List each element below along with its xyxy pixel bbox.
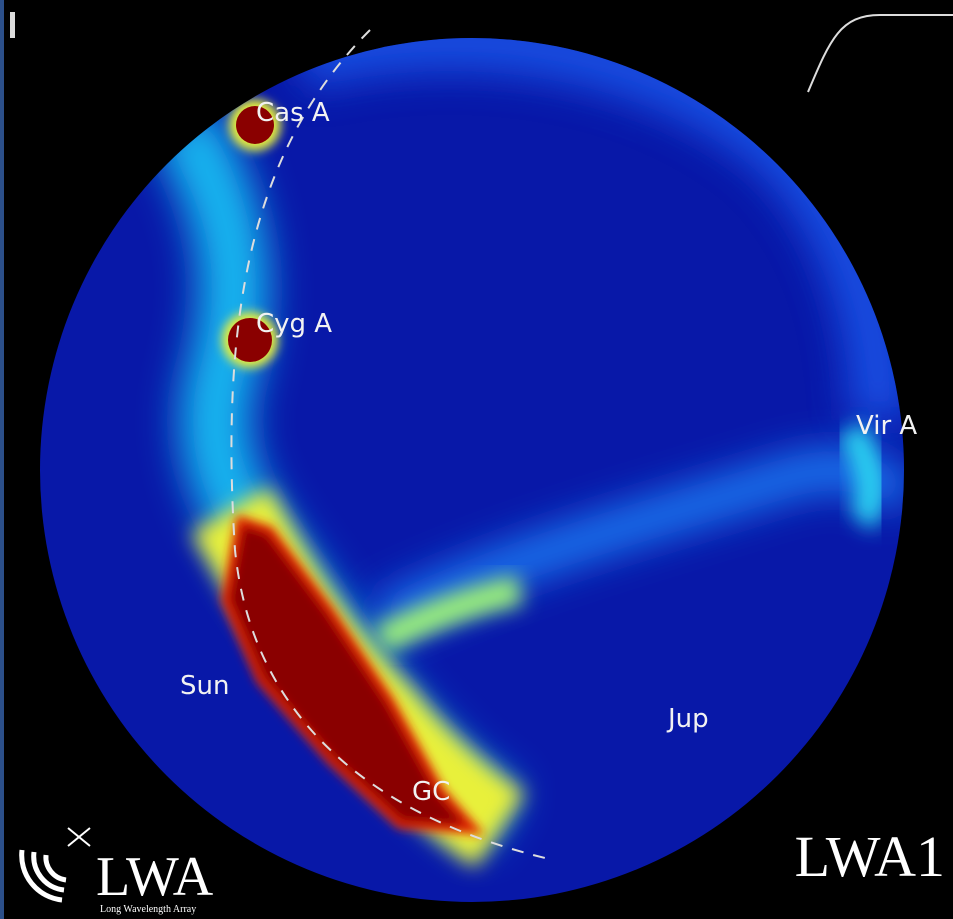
source-label: Sun [180, 671, 229, 701]
left-edge [0, 0, 4, 919]
station-name: LWA1 [795, 824, 945, 889]
source-label: GC [412, 777, 450, 807]
marker [10, 12, 15, 38]
logo-subtitle: Long Wavelength Array [100, 904, 196, 915]
source-label: Jup [666, 704, 709, 734]
source-label: Cyg A [256, 309, 332, 339]
source-label: Cas A [256, 98, 330, 128]
source-label: Vir A [856, 411, 917, 441]
sky-image: Cas A Cyg A Vir A Sun Jup GC LWA Long Wa… [0, 0, 953, 919]
logo-name: LWA [96, 846, 214, 908]
